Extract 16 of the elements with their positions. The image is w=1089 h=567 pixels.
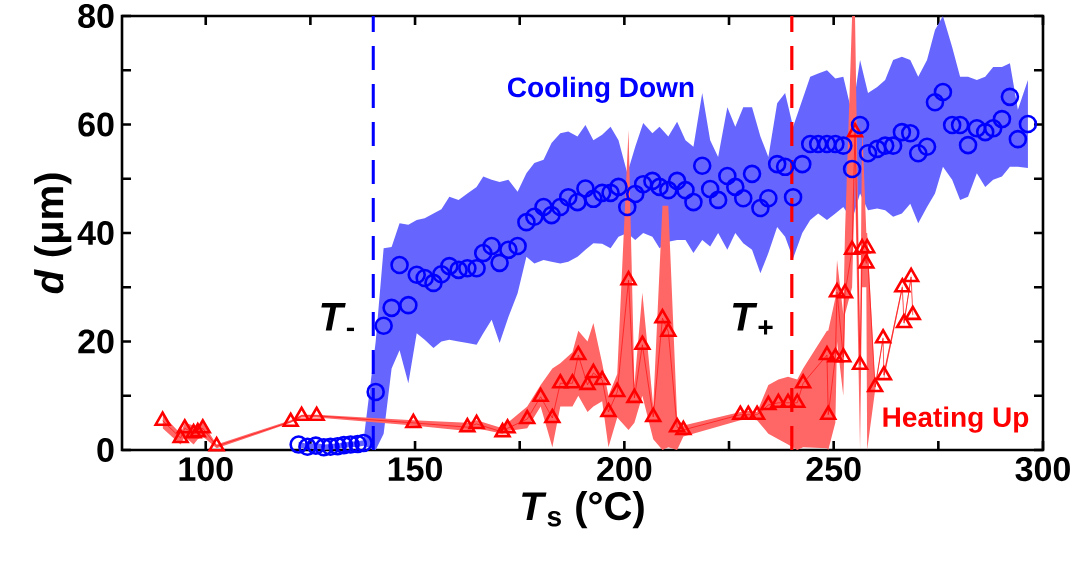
series-label: Heating Up: [883, 406, 1029, 433]
y-tick-label: 40: [77, 220, 114, 246]
y-axis-title: d (μm): [34, 173, 72, 294]
y-tick-label: 80: [78, 3, 114, 29]
y-tick-label: 20: [78, 329, 114, 354]
y-tick-label: 0: [97, 437, 114, 463]
x-tick-label: 150: [388, 457, 442, 482]
x-axis-title: T$_{s}$ (°C): [522, 490, 644, 529]
y-tick-label: 60: [78, 112, 114, 137]
series-label: Cooling Down: [507, 76, 694, 103]
x-tick-label: 250: [806, 457, 861, 482]
x-tick-label: 100: [179, 457, 233, 482]
ref-line-label: T$_{-}$: [321, 302, 355, 332]
ref-line-label: T$_{+}$: [732, 302, 773, 335]
x-tick-label: 300: [1015, 457, 1070, 482]
x-tick-label: 200: [597, 457, 652, 482]
